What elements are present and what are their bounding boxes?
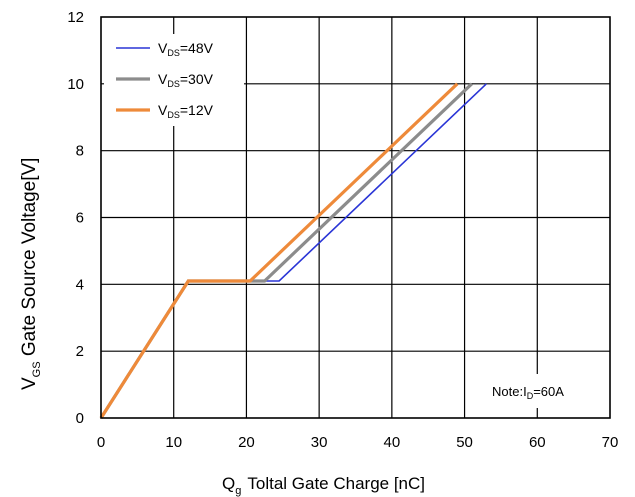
- y-tick-label: 0: [76, 410, 84, 427]
- x-tick-label: 50: [456, 434, 473, 451]
- x-tick-label: 40: [384, 434, 401, 451]
- y-tick-label: 2: [76, 343, 84, 360]
- y-tick-label: 10: [67, 76, 84, 93]
- y-tick-label: 8: [76, 143, 84, 160]
- x-tick-label: 30: [311, 434, 328, 451]
- x-tick-label: 60: [529, 434, 546, 451]
- x-tick-label: 70: [602, 434, 619, 451]
- y-axis-title: VGS Gate Source Voltage[V]: [19, 158, 43, 390]
- x-axis-title: Qg Toltal Gate Charge [nC]: [222, 474, 425, 497]
- note-annotation: Note:ID=60A: [486, 374, 604, 408]
- legend-label-0: VDS=48V: [158, 40, 214, 58]
- x-tick-label: 10: [165, 434, 182, 451]
- legend-label-2: VDS=12V: [158, 102, 214, 120]
- x-tick-label: 0: [97, 434, 105, 451]
- series-line-0: [100, 83, 487, 419]
- legend-label-1: VDS=30V: [158, 71, 214, 89]
- series-lines: [99, 82, 487, 419]
- series-line-1: [99, 82, 473, 419]
- y-tick-label: 4: [76, 276, 84, 293]
- x-tick-labels: 0 10 20 30 40 50 60 70: [97, 434, 619, 451]
- y-tick-labels: 0 2 4 6 8 10 12: [67, 9, 84, 427]
- legend: VDS=48V VDS=30V VDS=12V: [104, 34, 244, 126]
- x-tick-label: 20: [238, 434, 255, 451]
- y-tick-label: 12: [67, 9, 84, 26]
- series-line-2: [99, 82, 459, 419]
- y-tick-label: 6: [76, 210, 84, 227]
- note-box-bg: [486, 374, 604, 408]
- note-text: Note:ID=60A: [492, 384, 564, 401]
- plot-frame: [100, 16, 611, 419]
